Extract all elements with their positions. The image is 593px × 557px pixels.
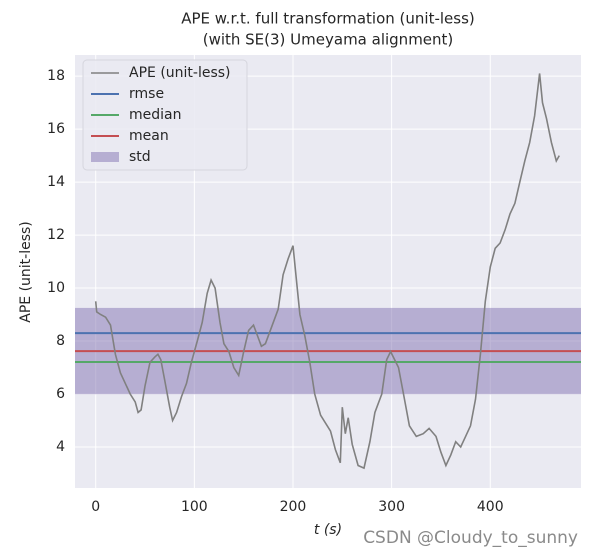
y-axis-label: APE (unit-less) bbox=[18, 221, 34, 323]
legend-label: mean bbox=[129, 128, 169, 144]
y-tick-label: 16 bbox=[47, 121, 65, 137]
y-tick-label: 18 bbox=[47, 68, 65, 84]
x-tick-label: 200 bbox=[280, 499, 307, 515]
x-tick-label: 400 bbox=[477, 499, 504, 515]
x-tick-label: 0 bbox=[91, 499, 100, 515]
legend-label: rmse bbox=[129, 86, 164, 102]
y-tick-label: 12 bbox=[47, 227, 65, 243]
y-tick-label: 4 bbox=[56, 439, 65, 455]
legend-label: std bbox=[129, 149, 151, 165]
legend-swatch bbox=[91, 152, 119, 162]
legend-label: APE (unit-less) bbox=[129, 65, 231, 81]
legend-box bbox=[82, 59, 248, 171]
y-tick-label: 8 bbox=[56, 333, 65, 349]
x-tick-label: 300 bbox=[378, 499, 405, 515]
y-tick-label: 10 bbox=[47, 280, 65, 296]
legend-label: median bbox=[129, 107, 181, 123]
watermark: CSDN @Cloudy_to_sunny bbox=[363, 528, 578, 548]
x-tick-label: 100 bbox=[181, 499, 208, 515]
y-tick-label: 6 bbox=[56, 386, 65, 402]
chart-subtitle: (with SE(3) Umeyama alignment) bbox=[203, 31, 454, 49]
chart-title: APE w.r.t. full transformation (unit-les… bbox=[181, 10, 475, 28]
data-line bbox=[94, 73, 560, 470]
x-axis-label: t (s) bbox=[314, 522, 342, 538]
y-tick-label: 14 bbox=[47, 174, 65, 190]
